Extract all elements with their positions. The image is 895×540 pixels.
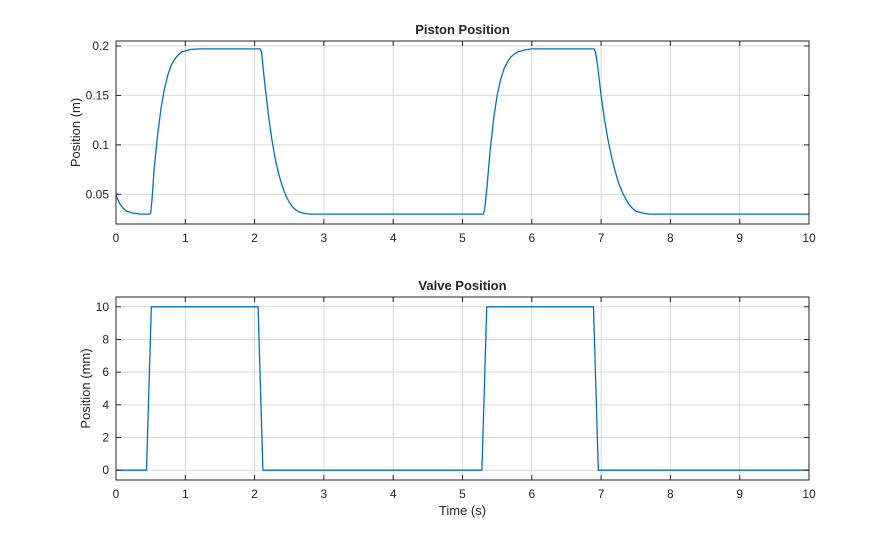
series-line: [116, 306, 809, 471]
y-tick-label: 0.15: [86, 88, 110, 102]
series-line: [115, 48, 809, 215]
x-tick-label: 9: [736, 487, 743, 501]
chart-title: Valve Position: [418, 278, 506, 293]
x-tick-label: 7: [598, 231, 605, 245]
chart-title: Piston Position: [415, 22, 510, 37]
x-tick-label: 1: [182, 487, 189, 501]
y-tick-label: 10: [96, 300, 110, 314]
y-tick-label: 0.2: [92, 39, 109, 53]
x-tick-label: 4: [390, 487, 397, 501]
y-tick-label: 4: [102, 398, 109, 412]
series-layer: [115, 48, 809, 215]
x-tick-label: 1: [182, 231, 189, 245]
x-tick-label: 4: [390, 231, 397, 245]
x-tick-label: 3: [321, 487, 328, 501]
series-layer: [116, 306, 809, 471]
y-tick-label: 0.1: [92, 138, 109, 152]
y-tick-label: 2: [102, 431, 109, 445]
piston-position-chart: 0 1 2 3 4 5 6 7 8 9 10 0.05 0.1 0.15 0.2 Piston Positi…: [68, 22, 816, 245]
x-tick-label: 2: [251, 487, 258, 501]
x-tick-label: 10: [802, 487, 816, 501]
x-tick-label: 6: [528, 487, 535, 501]
x-tick-label: 8: [667, 487, 674, 501]
x-tick-label: 2: [251, 231, 258, 245]
y-tick-label: 8: [102, 332, 109, 346]
y-axis-label: Position (m): [68, 98, 83, 167]
x-tick-label: 9: [736, 231, 743, 245]
y-tick-label: 0.05: [86, 187, 110, 201]
x-tick-label: 5: [459, 231, 466, 245]
x-axis-label: Time (s): [439, 503, 486, 518]
x-tick-label: 10: [802, 231, 816, 245]
x-tick-label: 7: [598, 487, 605, 501]
x-tick-label: 8: [667, 231, 674, 245]
x-tick-label: 3: [321, 231, 328, 245]
y-tick-label: 0: [102, 463, 109, 477]
y-tick-label: 6: [102, 365, 109, 379]
x-tick-label: 6: [528, 231, 535, 245]
valve-position-chart: 0 1 2 3 4 5 6 7 8 9 10 0 2 4 6 8 10 Valve Position Posit…: [78, 278, 816, 518]
ticks: 0 1 2 3 4 5 6 7 8 9 10 0 2 4 6 8 10: [96, 297, 816, 501]
y-axis-label: Position (mm): [78, 348, 93, 428]
x-tick-label: 0: [113, 231, 120, 245]
x-tick-label: 0: [113, 487, 120, 501]
ticks: 0 1 2 3 4 5 6 7 8 9 10 0.05 0.1 0.15 0.2: [86, 39, 816, 245]
x-tick-label: 5: [459, 487, 466, 501]
